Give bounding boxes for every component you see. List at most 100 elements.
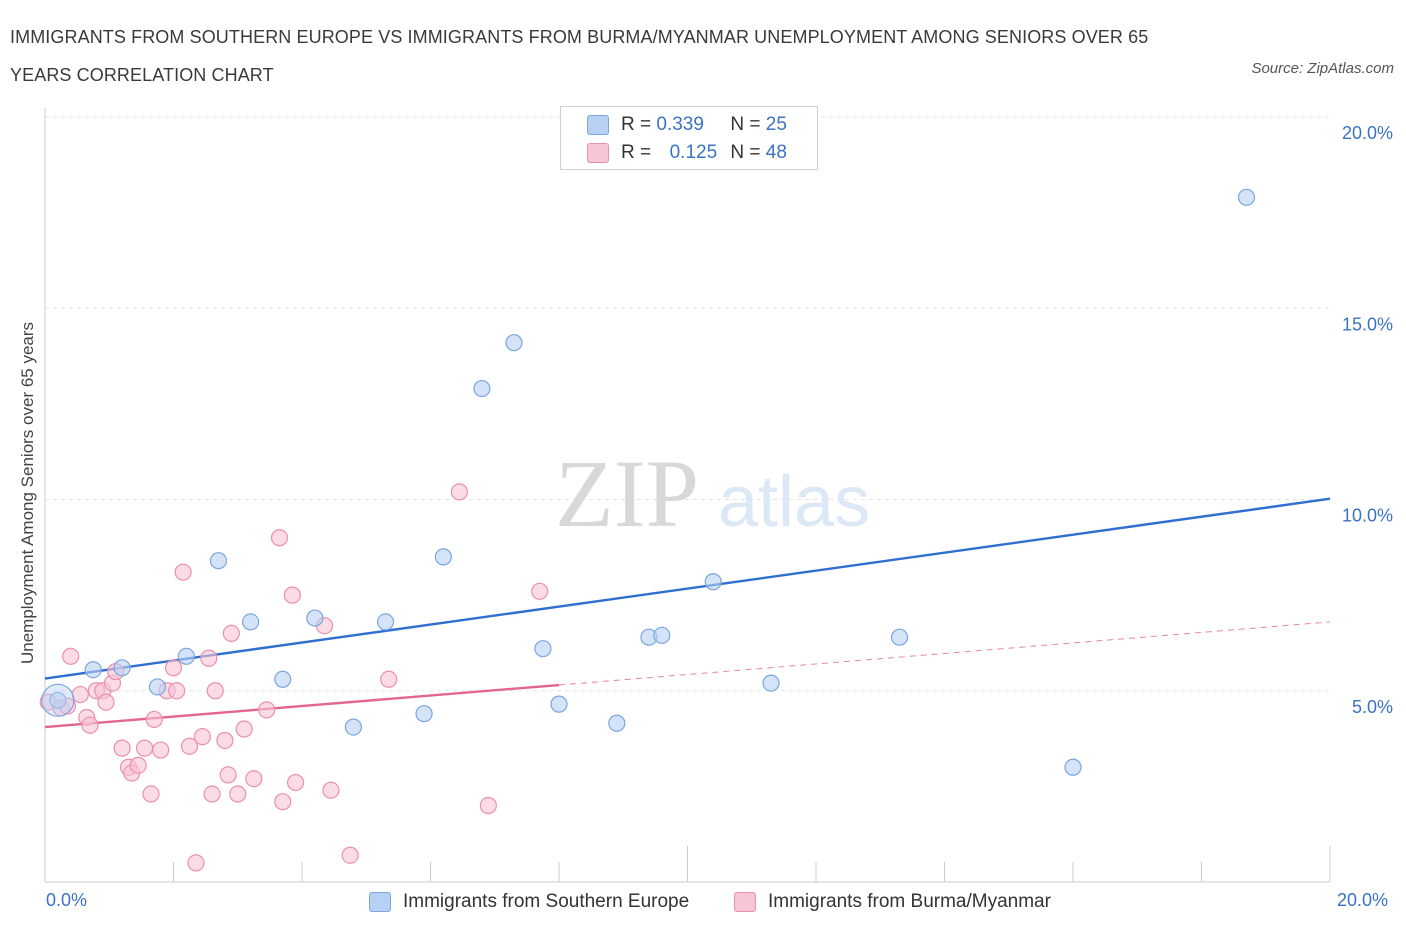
- point-southern-europe: [653, 626, 671, 644]
- point-burma-myanmar: [258, 701, 276, 719]
- watermark-atlas: atlas: [718, 462, 870, 542]
- point-southern-europe: [113, 659, 131, 677]
- legend-r-label-pink: R =: [621, 142, 652, 163]
- axes-layer: [44, 108, 1331, 883]
- point-burma-myanmar: [187, 854, 205, 872]
- point-burma-myanmar: [286, 773, 305, 792]
- point-burma-myanmar: [341, 846, 359, 864]
- legend-row-blue: R = 0.339 N = 25: [587, 111, 787, 139]
- point-southern-europe: [242, 613, 260, 631]
- point-southern-europe: [415, 705, 433, 723]
- source-label: Source: ZipAtlas.com: [1251, 60, 1394, 77]
- point-burma-myanmar: [380, 670, 398, 688]
- point-burma-myanmar: [283, 586, 301, 604]
- point-burma-myanmar: [200, 649, 218, 667]
- point-burma-myanmar: [174, 563, 192, 581]
- point-southern-europe: [473, 379, 491, 398]
- point-burma-myanmar: [145, 710, 163, 729]
- trendline-burma-myanmar: [44, 683, 560, 729]
- point-southern-europe: [306, 609, 324, 627]
- point-burma-myanmar: [222, 624, 240, 642]
- legend-r-value-pink: 0.125: [669, 142, 718, 163]
- legend-swatch-blue: [587, 115, 609, 135]
- point-southern-europe: [344, 718, 362, 736]
- point-burma-myanmar: [229, 785, 247, 803]
- legend-n-value-blue: 25: [765, 114, 787, 135]
- point-burma-myanmar: [97, 693, 115, 711]
- point-burma-myanmar: [322, 781, 340, 799]
- point-burma-myanmar: [180, 737, 199, 755]
- point-southern-europe: [534, 640, 552, 658]
- legend-n-value-pink: 48: [765, 142, 787, 163]
- point-burma-myanmar: [479, 796, 497, 815]
- point-burma-myanmar: [206, 682, 224, 700]
- y-tick-label: 15.0%: [1342, 314, 1393, 334]
- point-southern-europe: [1064, 758, 1082, 776]
- point-southern-europe: [762, 674, 780, 692]
- trend-layer: [44, 497, 1331, 729]
- point-southern-europe: [505, 334, 523, 352]
- bottom-legend-blue: Immigrants from Southern Europe: [369, 888, 689, 916]
- point-burma-myanmar: [274, 793, 292, 811]
- point-southern-europe: [704, 573, 722, 591]
- point-cluster-origin: [41, 683, 75, 717]
- watermark: ZIP atlas: [555, 440, 870, 547]
- watermark-zip: ZIP: [555, 440, 699, 547]
- point-southern-europe: [550, 695, 568, 713]
- bottom-legend-pink: Immigrants from Burma/Myanmar: [734, 888, 1051, 916]
- point-southern-europe: [209, 552, 228, 570]
- point-burma-myanmar: [152, 741, 170, 759]
- x-tick-label-max: 20.0%: [1337, 890, 1389, 910]
- point-burma-myanmar: [193, 728, 212, 746]
- point-southern-europe: [376, 613, 395, 631]
- points-layer: [39, 188, 1256, 872]
- point-southern-europe: [890, 628, 909, 646]
- point-burma-myanmar: [235, 720, 253, 738]
- point-burma-myanmar: [219, 766, 237, 784]
- point-burma-myanmar: [62, 647, 80, 665]
- point-burma-myanmar: [531, 582, 549, 600]
- point-burma-myanmar: [216, 731, 234, 750]
- point-southern-europe: [1237, 188, 1256, 206]
- point-southern-europe: [434, 548, 452, 566]
- y-tick-label: 10.0%: [1342, 506, 1393, 526]
- point-burma-myanmar: [81, 716, 99, 734]
- bottom-legend-label-blue: Immigrants from Southern Europe: [403, 891, 690, 912]
- bottom-legend-swatch-pink: [734, 892, 756, 912]
- point-southern-europe: [49, 691, 67, 709]
- legend-r-label-blue: R =: [621, 114, 652, 135]
- point-burma-myanmar: [113, 739, 131, 757]
- y-tick-labels: 5.0% 10.0% 15.0% 20.0%: [1342, 123, 1393, 717]
- point-southern-europe: [84, 661, 102, 679]
- legend-n-label-pink: N =: [730, 142, 761, 163]
- x-tick-label-min: 0.0%: [46, 890, 88, 910]
- point-burma-myanmar: [135, 739, 154, 757]
- stats-legend: R = 0.339 N = 25 R = 0.125 N = 48: [560, 106, 818, 170]
- point-burma-myanmar: [129, 756, 147, 774]
- point-burma-myanmar: [245, 770, 263, 788]
- legend-r-value-blue: 0.339: [656, 114, 704, 135]
- point-burma-myanmar: [203, 785, 221, 803]
- point-burma-myanmar: [270, 529, 289, 547]
- point-burma-myanmar: [142, 785, 160, 803]
- point-southern-europe: [148, 678, 167, 696]
- y-tick-label: 20.0%: [1342, 123, 1393, 143]
- legend-row-pink: R = 0.125 N = 48: [587, 139, 787, 167]
- trendline-burma-myanmar-extension: [558, 621, 1331, 686]
- legend-swatch-pink: [587, 143, 609, 163]
- y-axis-label: Unemployment Among Seniors over 65 years: [18, 321, 37, 665]
- point-burma-myanmar: [450, 483, 469, 501]
- trendline-southern-europe: [44, 497, 1331, 680]
- bottom-legend-swatch-blue: [369, 892, 391, 912]
- point-burma-myanmar: [164, 659, 183, 677]
- point-southern-europe: [177, 647, 195, 665]
- grid-layer: [45, 116, 1330, 692]
- point-southern-europe: [274, 670, 292, 688]
- point-burma-myanmar: [71, 685, 89, 704]
- legend-n-label-blue: N =: [730, 114, 761, 135]
- bottom-legend-label-pink: Immigrants from Burma/Myanmar: [768, 891, 1051, 912]
- y-tick-label: 5.0%: [1352, 697, 1393, 717]
- point-southern-europe: [608, 714, 626, 732]
- chart-title: IMMIGRANTS FROM SOUTHERN EUROPE VS IMMIG…: [10, 27, 1149, 85]
